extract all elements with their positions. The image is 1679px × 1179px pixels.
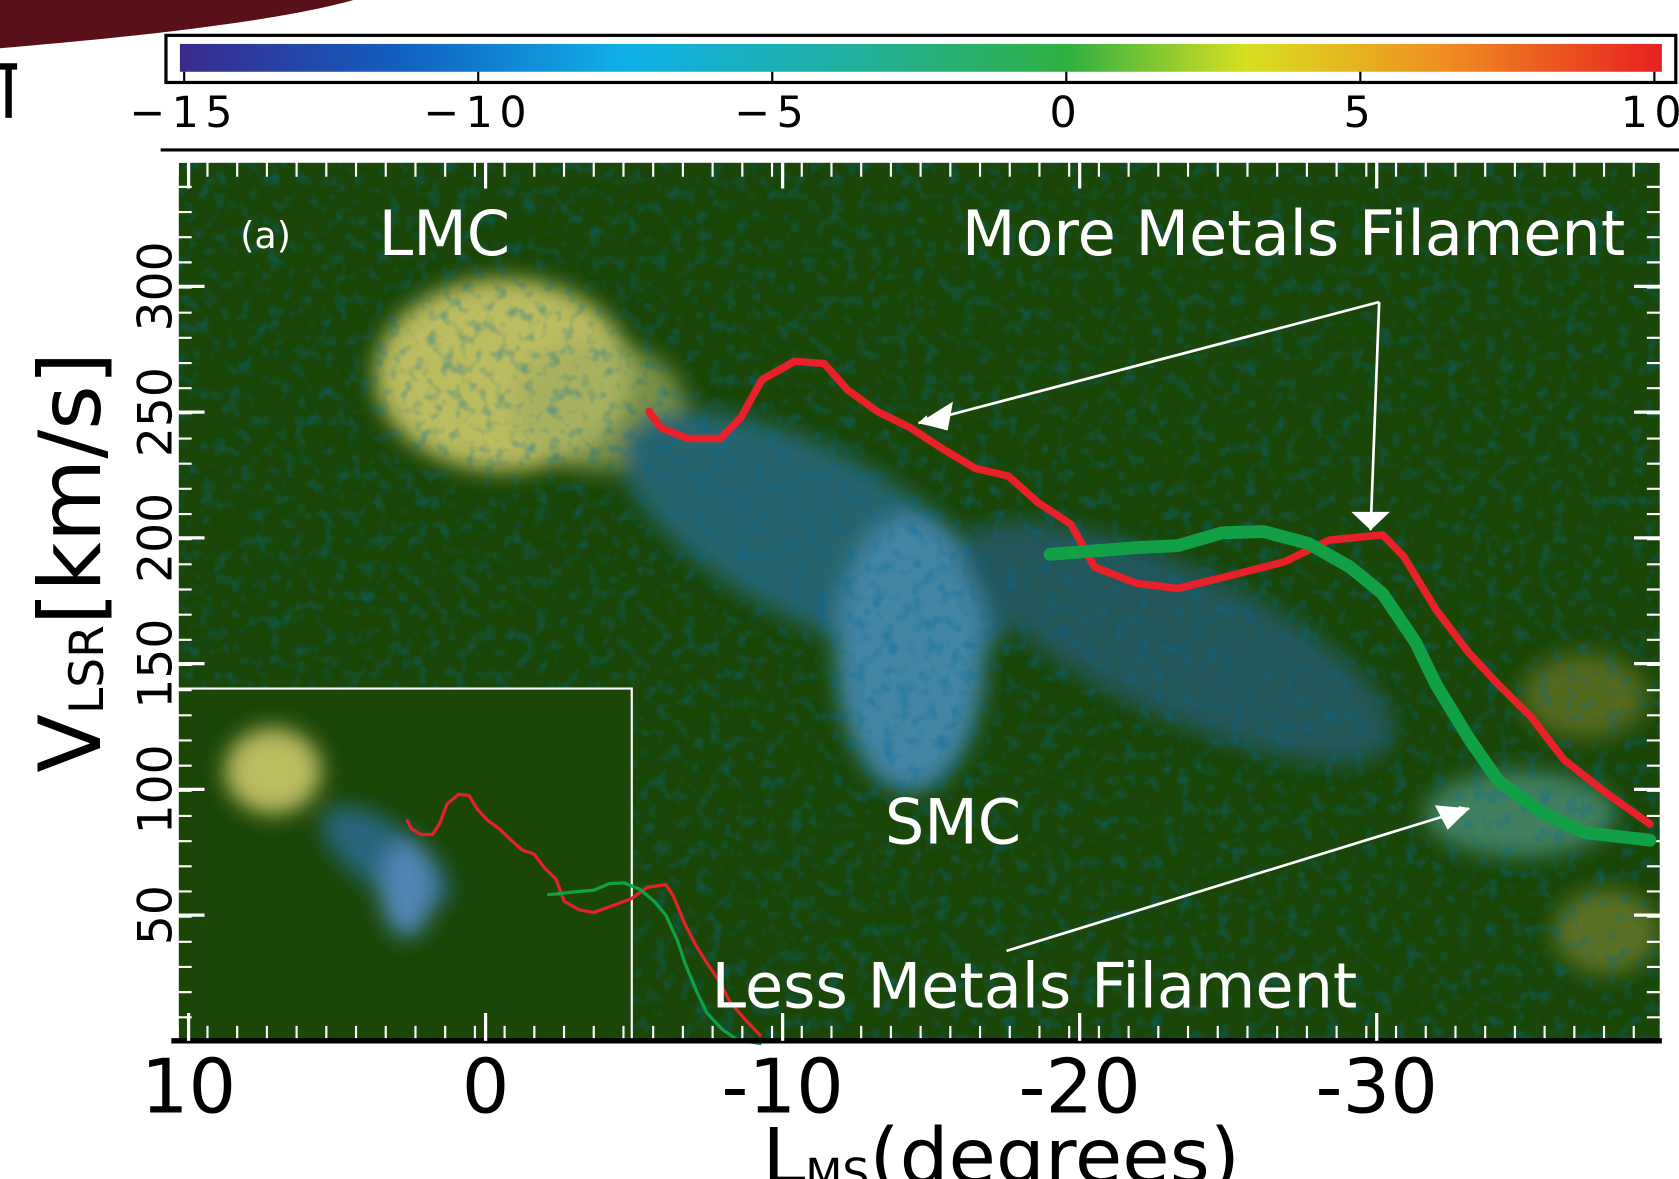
x-tick-label: 0	[462, 1043, 510, 1131]
y-label-main: V	[22, 714, 122, 773]
colorbar-tick-label: −15	[129, 88, 239, 138]
x-tick-label: -30	[1316, 1043, 1438, 1131]
y-tick-label: 150	[128, 619, 183, 709]
corner-fragment	[0, 66, 17, 117]
y-tick-label: 100	[128, 744, 183, 834]
colorbar-tick-label: 10	[1621, 88, 1679, 138]
y-tick-label: 300	[128, 241, 183, 331]
colorbar-tick-label: 5	[1343, 88, 1377, 138]
y-tick-label: 200	[128, 493, 183, 583]
colorbar	[180, 44, 1662, 72]
chart: −15−10−50510 100-10-20-30501001502002503…	[0, 0, 1679, 1179]
annotation: LMC	[379, 197, 511, 270]
colorbar-tick-label: 0	[1049, 88, 1083, 138]
y-tick-label: 250	[128, 367, 183, 457]
x-label-main: L	[762, 1112, 805, 1179]
y-axis-label: VLSR[km/s]	[22, 352, 122, 773]
annotation: Less Metals Filament	[711, 950, 1357, 1023]
y-label-sub: LSR	[60, 625, 115, 714]
x-tick-label: 10	[141, 1043, 236, 1131]
x-label-rest: (degrees)	[870, 1112, 1240, 1179]
y-label-rest: [km/s]	[22, 352, 122, 625]
colorbar-tick-label: −5	[734, 88, 810, 138]
y-tick-label: 50	[128, 885, 183, 945]
x-label-sub: MS	[805, 1149, 869, 1179]
annotation: More Metals Filament	[962, 197, 1625, 270]
colorbar-tick-label: −10	[423, 88, 533, 138]
annotation: SMC	[885, 786, 1021, 859]
panel-label: (a)	[240, 214, 291, 257]
